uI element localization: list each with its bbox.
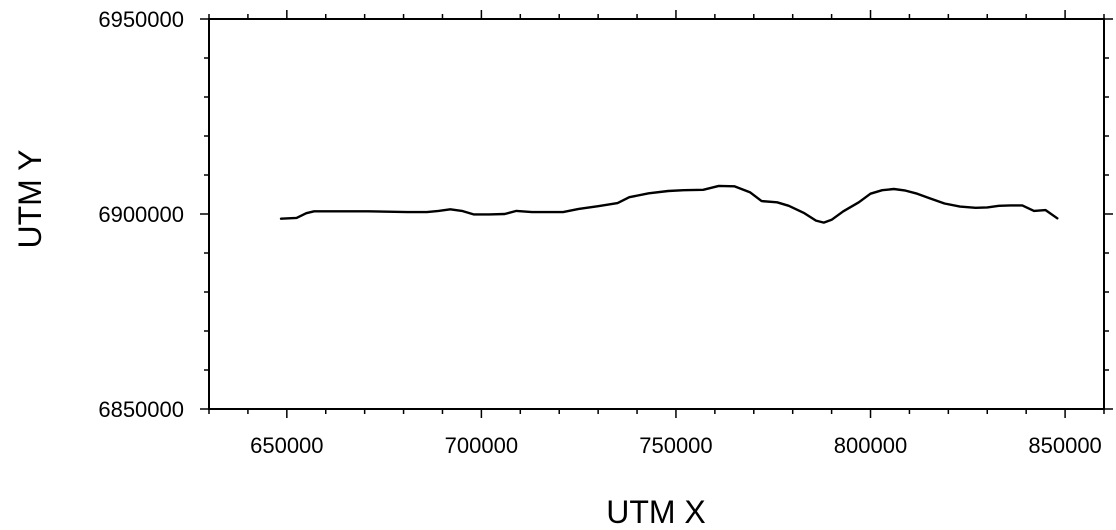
series-line: [279, 184, 1059, 224]
x-tick-label: 700000: [445, 433, 518, 458]
x-tick-label: 850000: [1028, 433, 1101, 458]
plot-frame: [208, 18, 1105, 410]
y-tick-label: 6850000: [98, 397, 184, 422]
x-tick-label: 650000: [250, 433, 323, 458]
y-axis-title: UTM Y: [12, 150, 48, 249]
y-tick-label: 6950000: [98, 7, 184, 32]
tick-labels: 650000 700000 750000 800000 850000 6850000 690…: [98, 7, 1101, 458]
x-tick-label: 800000: [834, 433, 907, 458]
x-tick-label: 750000: [639, 433, 712, 458]
axis-ticks: [200, 10, 1113, 418]
x-axis-title: UTM X: [606, 494, 706, 530]
y-tick-label: 6900000: [98, 202, 184, 227]
